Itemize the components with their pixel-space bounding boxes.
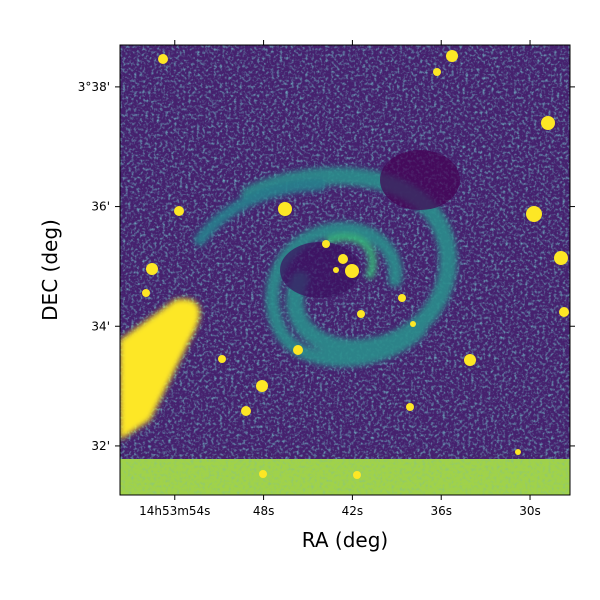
x-tick-label: 36s <box>430 504 452 518</box>
y-tick-label: 3°38' <box>78 80 110 94</box>
y-axis-label: DEC (deg) <box>38 219 62 321</box>
frame <box>119 44 571 496</box>
x-tick-label: 30s <box>519 504 541 518</box>
y-tick-label: 36' <box>91 200 110 214</box>
x-tick-label: 14h53m54s <box>139 504 210 518</box>
y-tick-label: 32' <box>91 439 110 453</box>
x-tick-label: 42s <box>342 504 364 518</box>
y-tick-label: 34' <box>91 319 110 333</box>
x-tick-label: 48s <box>253 504 275 518</box>
x-axis-label: RA (deg) <box>302 528 388 552</box>
sky-image <box>120 45 570 495</box>
